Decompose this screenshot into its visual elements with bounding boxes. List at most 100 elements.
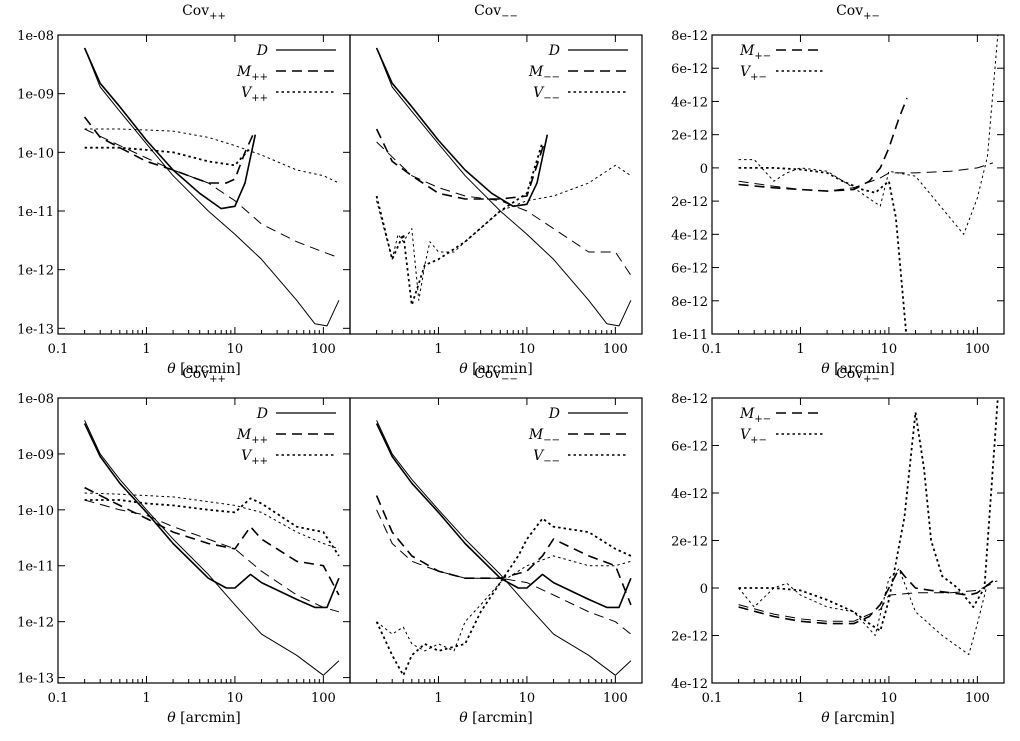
y-tick-label: 4e-12 (671, 487, 708, 502)
series-group (738, 398, 999, 655)
x-axis-label: θ [arcmin] (821, 710, 894, 726)
x-tick-label: 0.1 (48, 342, 69, 357)
y-tick-label: 4e-12 (671, 228, 708, 243)
y-tick-label: 1e-11 (17, 205, 54, 220)
series-line-solid-0 (83, 423, 340, 609)
series-line-solid-0 (375, 423, 632, 609)
y-tick-label: 6e-12 (671, 262, 708, 277)
series-line-solid-1 (84, 420, 340, 676)
chart-title: Cov++ (182, 3, 226, 22)
legend: D M++ V++ (236, 406, 336, 467)
legend-label: D (548, 43, 560, 59)
x-tick-label: 0.1 (702, 691, 723, 706)
x-tick-label: 10 (227, 691, 244, 706)
plot-frame (57, 397, 351, 684)
chart-panels: Cov++0.1 1 10 1001e-081e-091e-101e-111e-121… (17, 3, 1005, 726)
x-tick-label: 10 (227, 342, 244, 357)
legend-label: M−− (528, 427, 560, 446)
x-tick-label: 100 (603, 342, 628, 357)
y-tick-label: 8e-12 (671, 392, 708, 407)
y-tick-label: 1e-08 (17, 392, 54, 407)
series-line-dotted-3 (738, 568, 998, 655)
legend-label: M++ (236, 427, 268, 446)
legend-label: V++ (241, 448, 268, 467)
series-line-solid-1 (376, 420, 632, 676)
legend: D M++ V++ (236, 43, 336, 104)
series-line-dashed-2 (83, 116, 254, 184)
series-line-solid-0 (375, 47, 549, 208)
y-tick-label: 6e-12 (671, 440, 708, 455)
x-tick-label: 100 (311, 342, 336, 357)
x-tick-label: 100 (603, 691, 628, 706)
series-line-dashed-0 (738, 97, 908, 192)
x-axis-label: θ [arcmin] (459, 361, 532, 377)
y-tick-label: 1e-13 (17, 322, 54, 337)
x-axis-label: θ [arcmin] (821, 361, 894, 377)
series-group (738, 35, 999, 334)
series-line-dotted-2 (738, 166, 908, 334)
chart-panel-top-middle: Cov−− 1 10 100 θ [arcmin] D M−− V−− (349, 3, 643, 377)
series-line-solid-0 (83, 47, 257, 210)
series-line-dashed-3 (84, 499, 340, 613)
y-tick-label: 1e-10 (17, 504, 54, 519)
series-line-dotted-2 (738, 398, 999, 632)
y-tick-label: 1e-09 (17, 88, 54, 103)
y-tick-label: 2e-12 (671, 129, 708, 144)
chart-title: Cov+− (836, 366, 880, 385)
series-group (83, 47, 340, 327)
y-tick-label: 1e-12 (17, 616, 54, 631)
legend-label: D (548, 406, 560, 422)
y-tick-label: 1e-08 (17, 29, 54, 44)
series-line-dotted-4 (84, 497, 340, 557)
y-tick-label: 1e-13 (17, 672, 54, 687)
chart-title: Cov+− (836, 3, 880, 22)
y-tick-label: 1e-11 (17, 560, 54, 575)
chart-title: Cov++ (182, 366, 226, 385)
chart-panel-bottom-left: Cov++ 0.1 1 10 100 1e-08 1e-09 1e-10 1e-11 1e-12 1… (17, 366, 351, 726)
series-line-solid-1 (84, 47, 340, 327)
y-tick-label: 4e-12 (671, 95, 708, 110)
plot-frame (711, 34, 1005, 335)
y-tick-label: 0 (700, 162, 708, 177)
x-tick-label: 1 (434, 342, 442, 357)
y-tick-label: 1e-11 (671, 328, 708, 343)
x-tick-label: 10 (881, 691, 898, 706)
x-tick-label: 1 (796, 691, 804, 706)
chart-title: Cov−− (474, 366, 518, 385)
series-group (375, 47, 632, 327)
y-tick-label: 8e-12 (671, 295, 708, 310)
series-line-dashed-0 (738, 568, 994, 625)
series-line-dashed-2 (375, 128, 546, 200)
x-tick-label: 1 (796, 342, 804, 357)
legend: M+− V+− (739, 43, 824, 83)
x-axis-label: θ [arcmin] (167, 710, 240, 726)
y-tick-label: 2e-12 (671, 195, 708, 210)
chart-title: Cov−− (474, 3, 518, 22)
x-axis-label: θ [arcmin] (167, 361, 240, 377)
series-line-dotted-4 (375, 517, 632, 677)
x-tick-label: 1 (142, 342, 150, 357)
series-line-dashed-2 (84, 486, 340, 596)
x-tick-label: 1 (142, 691, 150, 706)
series-line-dotted-3 (738, 35, 999, 235)
series-line-dotted-5 (84, 492, 340, 550)
plot-frame (57, 34, 351, 335)
legend: D M−− V−− (528, 43, 628, 104)
y-tick-label: 1e-10 (17, 146, 54, 161)
legend-label: V−− (533, 85, 560, 104)
chart-panel-bottom-right: Cov+− 0.1 1 10 100 8e-12 6e-12 4e-12 2e-12 0 2e-12… (671, 366, 1005, 726)
series-line-dotted-4 (84, 146, 252, 167)
y-tick-label: 2e-12 (671, 630, 708, 645)
series-line-dashed-1 (738, 582, 994, 622)
legend-label: D (256, 43, 268, 59)
legend: D M−− V−− (528, 406, 628, 467)
x-tick-label: 10 (881, 342, 898, 357)
x-tick-label: 0.1 (48, 691, 69, 706)
y-tick-label: 0 (700, 582, 708, 597)
plot-frame (349, 34, 643, 335)
y-tick-label: 1e-09 (17, 448, 54, 463)
x-axis-label: θ [arcmin] (459, 710, 532, 726)
y-tick-label: 1e-12 (17, 264, 54, 279)
series-group (83, 420, 340, 676)
